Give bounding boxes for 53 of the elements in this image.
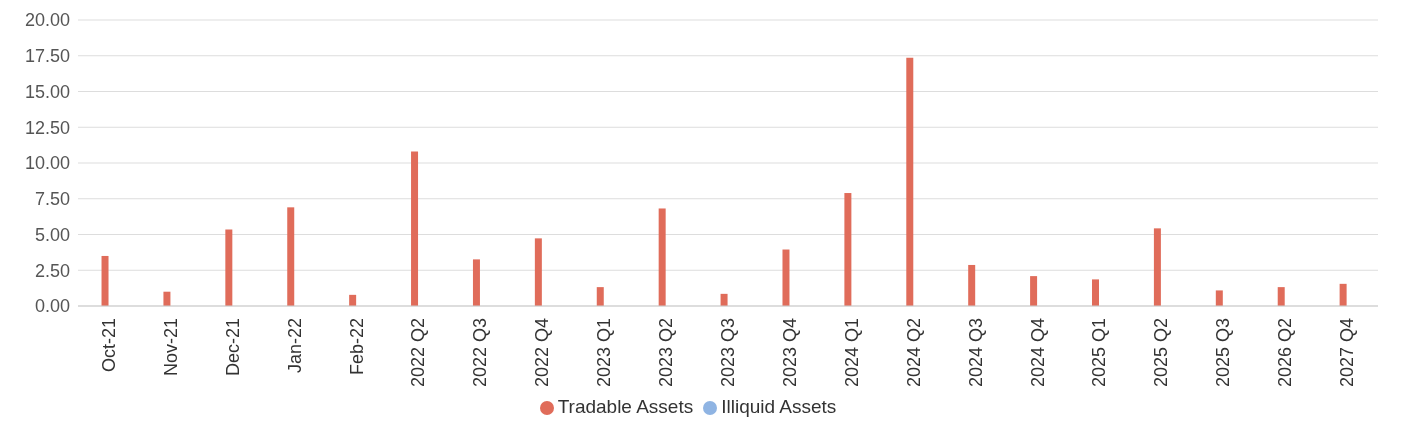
x-tick-label: 2023 Q3 bbox=[718, 318, 738, 388]
bar bbox=[596, 287, 604, 306]
bar bbox=[1153, 228, 1161, 306]
bar bbox=[1339, 283, 1347, 306]
bar bbox=[844, 193, 852, 306]
x-tick-label: 2024 Q2 bbox=[903, 318, 924, 388]
x-tick-label: Nov-21 bbox=[160, 318, 181, 377]
x-tick-label: 2025 Q3 bbox=[1213, 318, 1234, 388]
x-tick-label: 2024 Q3 bbox=[965, 318, 986, 388]
y-tick-label: 12.50 bbox=[24, 117, 70, 138]
bar bbox=[1277, 287, 1285, 306]
x-tick-label: 2023 Q4 bbox=[779, 318, 800, 388]
x-tick-label: Oct-21 bbox=[98, 318, 119, 373]
y-tick-label: 2.50 bbox=[34, 260, 70, 281]
x-tick-label: 2022 Q4 bbox=[532, 318, 553, 388]
bar bbox=[472, 259, 480, 306]
bar bbox=[287, 207, 295, 306]
bar bbox=[225, 229, 233, 306]
legend-label: Illiquid Assets bbox=[721, 396, 837, 417]
bar bbox=[101, 255, 109, 306]
y-tick-label: 7.50 bbox=[34, 189, 70, 210]
y-tick-label: 0.00 bbox=[34, 296, 70, 317]
x-tick-label: 2027 Q4 bbox=[1337, 318, 1358, 388]
bar bbox=[411, 151, 419, 306]
bar bbox=[163, 291, 171, 306]
bar bbox=[1092, 279, 1099, 306]
x-tick-label: 2022 Q2 bbox=[408, 318, 429, 388]
y-tick-label: 15.00 bbox=[24, 81, 70, 102]
x-tick-label: Dec-21 bbox=[222, 318, 243, 377]
x-tick-label: 2023 Q1 bbox=[594, 318, 615, 388]
bar bbox=[720, 293, 728, 306]
x-tick-label: 2022 Q3 bbox=[470, 318, 491, 388]
bar bbox=[658, 208, 666, 306]
legend-label: Tradable Assets bbox=[557, 396, 694, 417]
bar bbox=[349, 294, 357, 306]
x-tick-label: Feb-22 bbox=[346, 318, 367, 376]
bar bbox=[534, 238, 542, 306]
y-tick-label: 10.00 bbox=[24, 153, 70, 174]
bar bbox=[1215, 290, 1223, 306]
bar bbox=[906, 57, 914, 306]
bar bbox=[782, 249, 790, 306]
x-tick-label: 2023 Q2 bbox=[656, 318, 677, 388]
bar bbox=[968, 264, 976, 306]
x-tick-label: 2025 Q1 bbox=[1089, 318, 1110, 388]
y-tick-label: 20.00 bbox=[24, 10, 70, 31]
x-tick-label: 2024 Q1 bbox=[841, 318, 862, 388]
x-tick-label: 2026 Q2 bbox=[1275, 318, 1296, 388]
y-tick-label: 5.00 bbox=[34, 224, 70, 245]
bar bbox=[1030, 276, 1038, 306]
x-tick-label: Jan-22 bbox=[284, 318, 305, 374]
x-tick-label: 2025 Q2 bbox=[1151, 318, 1172, 388]
y-tick-label: 17.50 bbox=[24, 46, 70, 67]
x-tick-label: 2024 Q4 bbox=[1027, 318, 1048, 388]
